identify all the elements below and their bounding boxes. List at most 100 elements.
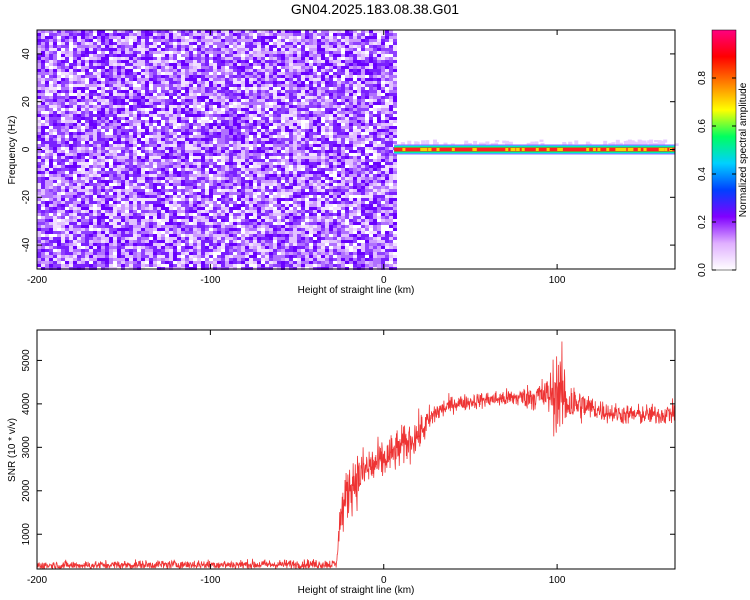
- spectrogram-cell: [101, 252, 105, 255]
- spectrogram-cell: [173, 222, 177, 225]
- spectrogram-cell: [233, 189, 237, 192]
- spectrogram-cell: [129, 96, 133, 99]
- spectrogram-cell: [129, 48, 133, 51]
- spectrogram-cell: [113, 111, 117, 114]
- spectrogram-cell: [65, 180, 69, 183]
- spectrogram-cell: [181, 204, 185, 207]
- spectrogram-cell: [277, 180, 281, 183]
- spectrogram-cell: [249, 87, 253, 90]
- spectrogram-cell: [205, 228, 209, 231]
- spectrogram-cell: [265, 102, 269, 105]
- spectrogram-cell: [217, 192, 221, 195]
- spectrogram-cell: [69, 144, 73, 147]
- spectrogram-cell: [273, 147, 277, 150]
- spectrogram-cell: [237, 147, 241, 150]
- spectrogram-cell: [269, 255, 273, 258]
- spectrogram-cell: [249, 171, 253, 174]
- spectrogram-cell: [181, 186, 185, 189]
- spectrogram-cell: [265, 84, 269, 87]
- spectrogram-cell: [137, 252, 141, 255]
- spectrogram-cell: [253, 150, 257, 153]
- spectrogram-cell: [69, 219, 73, 222]
- spectrogram-cell: [293, 159, 297, 162]
- spectrogram-cell: [41, 156, 45, 159]
- spectrogram-cell: [185, 219, 189, 222]
- spectrogram-cell: [221, 207, 225, 210]
- spectrogram-cell: [81, 33, 85, 36]
- spectrogram-cell: [261, 96, 265, 99]
- spectrogram-cell: [137, 255, 141, 258]
- spectrogram-cell: [165, 63, 169, 66]
- spectrogram-cell: [77, 150, 81, 153]
- spectrogram-cell: [141, 213, 145, 216]
- spectrogram-cell: [149, 48, 153, 51]
- spectrogram-cell: [177, 69, 181, 72]
- spectrogram-cell: [117, 189, 121, 192]
- spectrogram-cell: [41, 195, 45, 198]
- spectrogram-cell: [109, 114, 113, 117]
- spectrogram-cell: [193, 93, 197, 96]
- spectrogram-cell: [61, 120, 65, 123]
- spectrogram-cell: [269, 174, 273, 177]
- spectrogram-cell: [205, 57, 209, 60]
- spectrogram-cell: [169, 111, 173, 114]
- spectrogram-cell: [293, 204, 297, 207]
- spectrogram-cell: [169, 264, 173, 267]
- spectrogram-cell: [133, 192, 137, 195]
- spectrogram-cell: [137, 156, 141, 159]
- spectrogram-cell: [189, 48, 193, 51]
- spectrogram-cell: [49, 261, 53, 264]
- spectrogram-cell: [189, 99, 193, 102]
- spectrogram-cell: [229, 165, 233, 168]
- spectrogram-cell: [213, 231, 217, 234]
- spectrogram-cell: [293, 57, 297, 60]
- spectrogram-cell: [253, 252, 257, 255]
- spectrogram-cell: [41, 51, 45, 54]
- spectrogram-cell: [237, 168, 241, 171]
- spectrogram-cell: [129, 147, 133, 150]
- spectrogram-cell: [221, 144, 225, 147]
- spectrogram-cell: [265, 201, 269, 204]
- spectrogram-cell: [225, 195, 229, 198]
- spectrogram-cell: [97, 177, 101, 180]
- spectrogram-cell: [49, 99, 53, 102]
- spectrogram-cell: [277, 225, 281, 228]
- spectrogram-cell: [285, 78, 289, 81]
- spectrogram-cell: [117, 252, 121, 255]
- spectrogram-cell: [105, 138, 109, 141]
- spectrogram-cell: [269, 123, 273, 126]
- spectrogram-cell: [253, 90, 257, 93]
- spectrogram-cell: [53, 213, 57, 216]
- spectrogram-cell: [165, 108, 169, 111]
- spectrogram-cell: [157, 207, 161, 210]
- spectrogram-cell: [105, 237, 109, 240]
- spectrogram-cell: [65, 51, 69, 54]
- spectrogram-cell: [301, 249, 305, 252]
- spectrogram-cell: [73, 180, 77, 183]
- spectrogram-cell: [105, 78, 109, 81]
- spectrogram-cell: [77, 87, 81, 90]
- spectrogram-cell: [113, 54, 117, 57]
- spectrogram-cell: [137, 129, 141, 132]
- spectrogram-cell: [257, 228, 261, 231]
- spectrogram-cell: [97, 138, 101, 141]
- spectrogram-cell: [233, 132, 237, 135]
- spectrogram-cell: [45, 246, 49, 249]
- spectrogram-cell: [205, 192, 209, 195]
- spectrogram-cell: [41, 171, 45, 174]
- spectrogram-cell: [145, 249, 149, 252]
- spectrogram-cell: [157, 150, 161, 153]
- spectrogram-cell: [205, 39, 209, 42]
- spectrogram-cell: [293, 135, 297, 138]
- spectrogram-cell: [145, 147, 149, 150]
- spectrogram-cell: [241, 237, 245, 240]
- spectrogram-cell: [249, 195, 253, 198]
- spectrogram-cell: [201, 57, 205, 60]
- spectrogram-cell: [93, 213, 97, 216]
- spectrogram-cell: [205, 231, 209, 234]
- spectrogram-cell: [173, 87, 177, 90]
- spectrogram-cell: [49, 171, 53, 174]
- spectrogram-cell: [41, 72, 45, 75]
- spectrogram-cell: [45, 51, 49, 54]
- spectrogram-cell: [61, 132, 65, 135]
